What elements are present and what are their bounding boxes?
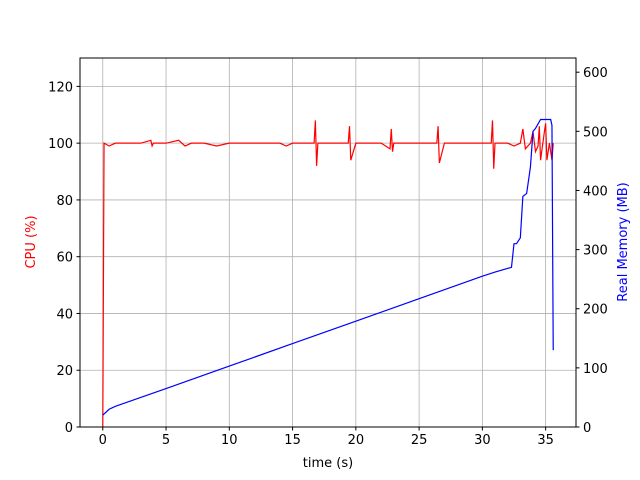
x-tick-label: 0 [99, 433, 107, 448]
y-tick-label: 0 [65, 421, 73, 436]
y2-tick-label: 600 [583, 66, 608, 81]
data-line [102, 118, 554, 416]
x-tick-label: 5 [162, 433, 170, 448]
y-tick-label: 20 [56, 364, 73, 379]
plot-frame [79, 57, 577, 428]
y2-tick-label: 100 [583, 362, 608, 377]
y2-tick-label: 300 [583, 244, 608, 259]
y-tick-label: 80 [56, 194, 73, 209]
x-tick-label: 15 [284, 433, 301, 448]
x-tick-label: 30 [474, 433, 491, 448]
y-axis-label: CPU (%) [24, 215, 39, 268]
x-tick-label: 10 [221, 433, 238, 448]
x-tick-label: 25 [411, 433, 428, 448]
x-tick-label: 20 [348, 433, 365, 448]
y-tick-label: 40 [56, 307, 73, 322]
data-line [102, 120, 554, 428]
y2-tick-label: 200 [583, 303, 608, 318]
y2-axis-label: Real Memory (MB) [616, 182, 631, 301]
y2-tick-label: 400 [583, 184, 608, 199]
y2-tick-label: 500 [583, 125, 608, 140]
y-tick-label: 100 [48, 137, 73, 152]
x-axis-label: time (s) [303, 456, 353, 471]
x-tick-label: 35 [537, 433, 554, 448]
y2-tick-label: 0 [583, 421, 591, 436]
y-tick-label: 60 [56, 251, 73, 266]
y-tick-label: 120 [48, 80, 73, 95]
